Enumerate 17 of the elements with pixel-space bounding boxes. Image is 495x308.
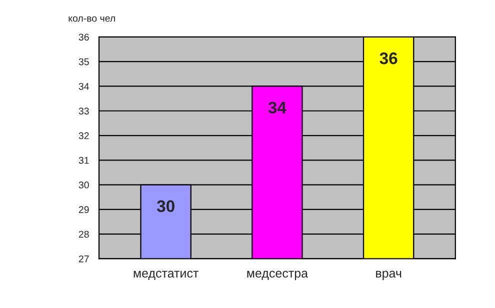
data-label: 30 bbox=[156, 200, 174, 212]
y-tick-label: 27 bbox=[78, 255, 89, 262]
data-label: 36 bbox=[380, 52, 398, 64]
y-tick-label: 36 bbox=[78, 34, 89, 41]
x-tick-label: медсестра bbox=[247, 270, 308, 280]
y-tick-label: 35 bbox=[78, 58, 89, 66]
x-tick-label: медстатист bbox=[134, 270, 198, 280]
y-tick-label: 33 bbox=[78, 108, 89, 114]
data-label: 34 bbox=[268, 102, 286, 114]
y-axis-title: кол-во чел bbox=[68, 16, 115, 22]
x-tick-label: врач bbox=[376, 270, 402, 280]
y-tick-label: 31 bbox=[78, 156, 89, 164]
y-tick-label: 29 bbox=[78, 206, 89, 214]
y-tick-label: 28 bbox=[78, 230, 89, 238]
y-tick-label: 32 bbox=[78, 132, 89, 140]
y-tick-label: 30 bbox=[78, 182, 89, 188]
y-tick-label: 34 bbox=[78, 82, 89, 90]
